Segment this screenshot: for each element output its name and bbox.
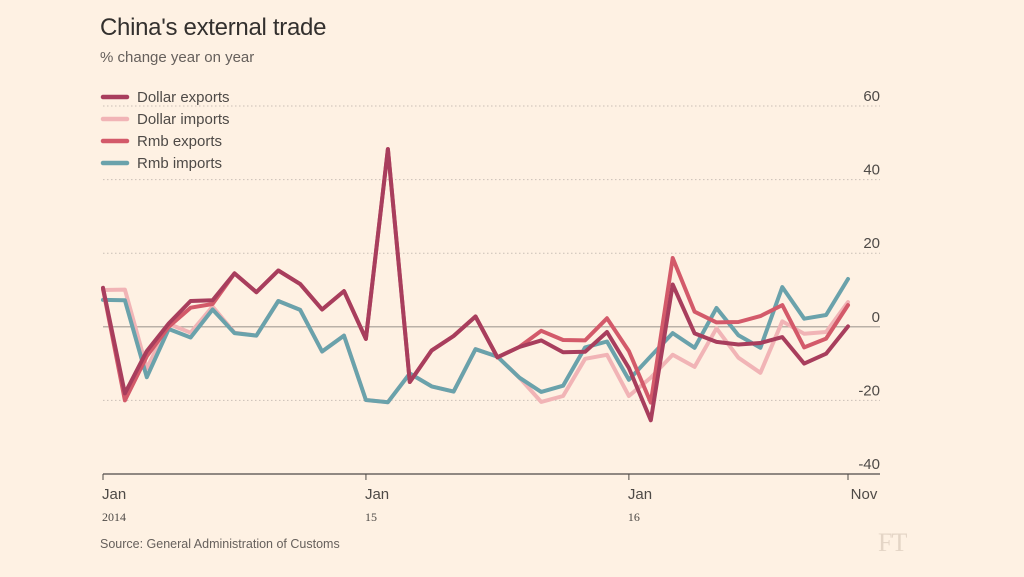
chart-title: China's external trade xyxy=(100,14,327,41)
legend-label: Dollar exports xyxy=(137,89,230,106)
legend-label: Rmb exports xyxy=(137,133,222,150)
series-lines xyxy=(101,147,850,423)
x-tick-label: Jan xyxy=(102,486,126,503)
series-line-rmb-exports xyxy=(101,147,850,405)
y-tick-label: 40 xyxy=(863,162,880,179)
y-axis-labels: 60 40 20 0 -20 -40 xyxy=(858,88,880,473)
gridlines xyxy=(103,105,880,401)
y-tick-label: -20 xyxy=(858,382,880,399)
y-tick-label: 20 xyxy=(863,235,880,252)
x-tick-label: Jan xyxy=(365,486,389,503)
x-tick-year: 16 xyxy=(628,510,640,524)
y-tick-label: 60 xyxy=(863,88,880,105)
y-tick-label: 0 xyxy=(872,309,880,326)
x-tick-label: Nov xyxy=(851,486,878,503)
source-note: Source: General Administration of Custom… xyxy=(100,537,340,551)
series-line-dollar-exports xyxy=(101,147,850,423)
ft-logo: FT xyxy=(878,528,907,557)
x-tick-label: Jan xyxy=(628,486,652,503)
chart-subtitle: % change year on year xyxy=(100,49,255,66)
legend-label: Rmb imports xyxy=(137,155,222,172)
x-tick-year: 2014 xyxy=(102,510,126,524)
x-tick-year: 15 xyxy=(365,510,377,524)
series-line-rmb-imports xyxy=(101,277,850,405)
legend-label: Dollar imports xyxy=(137,111,230,128)
legend: Dollar exports Dollar imports Rmb exports R… xyxy=(100,89,230,172)
x-axis: Jan 2014 Jan 15 Jan 16 Nov xyxy=(102,473,880,524)
y-tick-label: -40 xyxy=(858,456,880,473)
